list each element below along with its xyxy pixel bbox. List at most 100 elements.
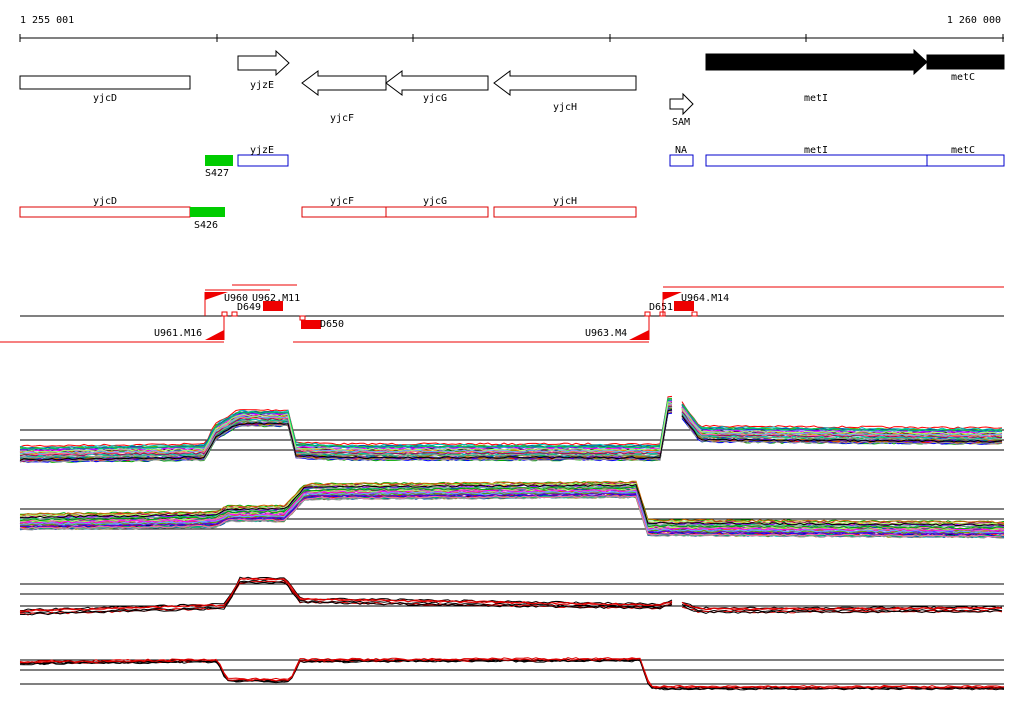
expression-curve <box>19 405 673 457</box>
profile-panel-reverse-summary <box>19 657 1005 691</box>
tu-feature-U964[interactable] <box>674 301 694 311</box>
profile-panel-forward-multi <box>19 395 1004 464</box>
gene-label-SAM: SAM <box>672 117 690 128</box>
transcription-unit-track: U960 U962.M11 D649 U961.M16 D650 U963.M4… <box>0 284 1004 343</box>
expression-curve <box>19 405 673 457</box>
gene-SAM[interactable] <box>669 92 694 116</box>
expression-curve <box>681 601 1003 610</box>
expression-curve <box>19 400 673 452</box>
feature-label-metI: metI <box>804 145 828 156</box>
gene-metI[interactable] <box>705 48 928 76</box>
feature-S426[interactable] <box>190 207 225 217</box>
expression-curve <box>681 404 1003 433</box>
expression-curve <box>20 659 1005 690</box>
feature-metI[interactable] <box>705 154 928 167</box>
expression-curve <box>19 577 673 613</box>
expression-curve <box>681 412 1003 441</box>
gene-yjcG[interactable] <box>385 70 489 96</box>
expression-curve <box>19 395 673 448</box>
feature-label-NA: NA <box>675 145 687 156</box>
expression-curve <box>681 401 1003 430</box>
tu-feature-D650[interactable] <box>301 320 321 329</box>
expression-curve <box>19 578 673 613</box>
ruler: 1 255 001 1 260 000 <box>19 15 1004 42</box>
tu-label-U960: U960 <box>224 293 248 304</box>
gene-label-metC: metC <box>951 72 975 83</box>
expression-curve <box>19 399 673 450</box>
expression-curve <box>19 657 1005 689</box>
feature-metC[interactable] <box>926 154 1005 167</box>
tu-label-D649: D649 <box>237 302 261 313</box>
expression-curve <box>19 401 673 453</box>
expression-curve <box>681 601 1003 611</box>
expression-curve <box>19 495 1005 538</box>
profile-panel-reverse-multi <box>19 480 1005 539</box>
feature-yjcD[interactable] <box>19 206 191 218</box>
expression-curve <box>681 415 1003 443</box>
gene-track: yjcD yjzE yjcF yjcG yjcH SAM metI metC <box>19 48 1005 128</box>
expression-curve <box>681 605 1003 614</box>
ruler-start-label: 1 255 001 <box>20 15 74 26</box>
feature-label-yjcG: yjcG <box>423 196 447 207</box>
expression-curve <box>681 407 1003 435</box>
feature-yjcH[interactable] <box>493 206 637 218</box>
expression-curve <box>19 410 673 463</box>
gene-yjcH[interactable] <box>493 70 637 96</box>
tu-label-U964: U964.M14 <box>681 293 729 304</box>
tu-site <box>691 311 698 317</box>
feature-label-S426: S426 <box>194 220 218 231</box>
expression-curve <box>681 411 1003 439</box>
tu-label-U961: U961.M16 <box>154 328 202 339</box>
gene-yjcF[interactable] <box>301 70 387 96</box>
feature-label-metC: metC <box>951 145 975 156</box>
expression-curve <box>19 398 673 451</box>
gene-yjzE[interactable] <box>237 49 290 77</box>
expression-curve <box>19 483 1005 527</box>
tu-promoter-U964 <box>663 292 682 300</box>
feature-yjzE[interactable] <box>237 154 289 167</box>
expression-curve <box>19 658 1005 690</box>
forward-feature-track: S427 yjzE NA metI metC <box>205 145 1005 179</box>
feature-NA[interactable] <box>669 154 694 167</box>
gene-metC[interactable] <box>926 54 1005 70</box>
profile-panel-forward-summary <box>19 576 1004 616</box>
expression-profiles <box>19 395 1005 691</box>
tu-feature-D649[interactable] <box>263 301 283 311</box>
tu-site <box>644 311 651 317</box>
expression-curve <box>19 658 1005 690</box>
gene-label-yjcH: yjcH <box>553 102 577 113</box>
tu-promoter-U963 <box>629 330 649 340</box>
tu-site <box>221 311 228 317</box>
expression-curve <box>19 480 1005 524</box>
feature-yjcF[interactable] <box>301 206 387 218</box>
expression-curve <box>681 407 1003 437</box>
expression-curve <box>19 490 1005 534</box>
expression-curve <box>19 579 673 614</box>
expression-curve <box>20 404 673 456</box>
gene-label-yjcG: yjcG <box>423 93 447 104</box>
expression-curve <box>19 398 673 450</box>
feature-yjcG[interactable] <box>385 206 489 218</box>
gene-label-yjcF: yjcF <box>330 113 354 124</box>
feature-label-yjcH: yjcH <box>553 196 577 207</box>
tu-label-D651: D651 <box>649 302 673 313</box>
ruler-end-label: 1 260 000 <box>947 15 1001 26</box>
gene-yjcD[interactable] <box>19 75 191 90</box>
expression-curve <box>19 492 1005 536</box>
tu-label-U962: U962.M11 <box>252 293 300 304</box>
tu-label-U963: U963.M4 <box>585 328 627 339</box>
feature-label-S427: S427 <box>205 168 229 179</box>
tu-promoter-U960 <box>205 292 228 300</box>
expression-curve <box>19 488 1005 532</box>
expression-curve <box>19 409 673 461</box>
expression-curve <box>19 576 673 612</box>
profile-curves <box>19 657 1005 691</box>
expression-curve <box>19 401 673 453</box>
feature-label-yjcF: yjcF <box>330 196 354 207</box>
expression-curve <box>19 399 673 451</box>
feature-S427[interactable] <box>205 155 233 166</box>
gene-label-metI: metI <box>804 93 828 104</box>
feature-label-yjzE: yjzE <box>250 145 274 156</box>
profile-curves <box>19 395 1003 464</box>
profile-curves <box>19 480 1005 539</box>
